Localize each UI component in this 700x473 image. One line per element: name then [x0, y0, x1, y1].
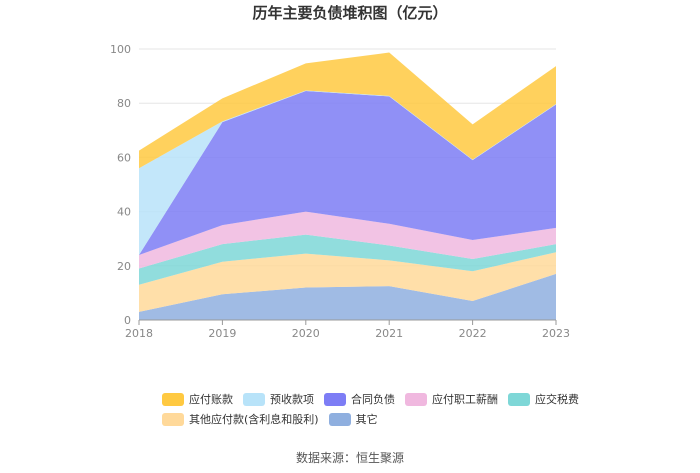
area-应付职工薪酬: [139, 211, 556, 269]
area-其它: [139, 273, 556, 320]
legend-row: 应付账款 预收款项 合同负债 应付职工薪酬 应交税费: [162, 389, 579, 409]
y-tick-label: 0: [124, 314, 131, 327]
legend-item[interactable]: 其它: [328, 411, 378, 427]
legend-swatch: [243, 392, 265, 406]
legend-label: 合同负债: [351, 393, 395, 406]
legend: 应付账款 预收款项 合同负债 应付职工薪酬 应交税费其他应付款(含利息和股利) 其它: [162, 389, 579, 429]
x-tick-label: 2019: [208, 327, 236, 340]
y-tick-label: 20: [117, 260, 131, 273]
legend-swatch: [162, 412, 184, 426]
legend-item[interactable]: 应付职工薪酬: [405, 391, 498, 407]
legend-label: 应付职工薪酬: [432, 393, 498, 406]
legend-item[interactable]: 预收款项: [243, 391, 314, 407]
legend-label: 应交税费: [535, 393, 579, 406]
area-应付账款: [139, 52, 556, 169]
x-tick-label: 2023: [542, 327, 570, 340]
legend-item[interactable]: 合同负债: [324, 391, 395, 407]
legend-label: 其他应付款(含利息和股利): [189, 413, 319, 426]
x-tick-label: 2018: [125, 327, 153, 340]
legend-label: 其它: [355, 413, 378, 426]
legend-swatch: [508, 392, 530, 406]
legend-row: 其他应付款(含利息和股利) 其它: [162, 409, 562, 429]
y-tick-label: 100: [110, 43, 131, 56]
data-source-note: 数据来源：恒生聚源: [295, 451, 404, 465]
legend-swatch: [328, 412, 351, 426]
x-tick-label: 2021: [375, 327, 403, 340]
area-series: [139, 52, 556, 320]
x-tick-label: 2020: [292, 327, 320, 340]
x-tick-label: 2022: [459, 327, 487, 340]
legend-label: 预收款项: [270, 393, 314, 406]
legend-swatch: [405, 392, 427, 406]
area-合同负债: [139, 91, 556, 255]
legend-item[interactable]: 其他应付款(含利息和股利): [162, 411, 319, 427]
legend-item[interactable]: 应付账款: [162, 391, 233, 407]
legend-item[interactable]: 应交税费: [508, 391, 579, 407]
y-tick-label: 40: [117, 206, 131, 219]
chart-title: 历年主要负债堆积图（亿元）: [252, 4, 448, 22]
y-tick-label: 60: [117, 151, 131, 164]
legend-swatch: [162, 392, 184, 406]
area-其他应付款(含利息和股利): [139, 252, 556, 312]
area-应交税费: [139, 234, 556, 285]
legend-label: 应付账款: [189, 393, 233, 406]
y-tick-label: 80: [117, 97, 131, 110]
axes: 0 20 40 60 80 100 2018 2019 2020 2021 2022 2023: [110, 43, 570, 340]
legend-swatch: [324, 392, 346, 406]
